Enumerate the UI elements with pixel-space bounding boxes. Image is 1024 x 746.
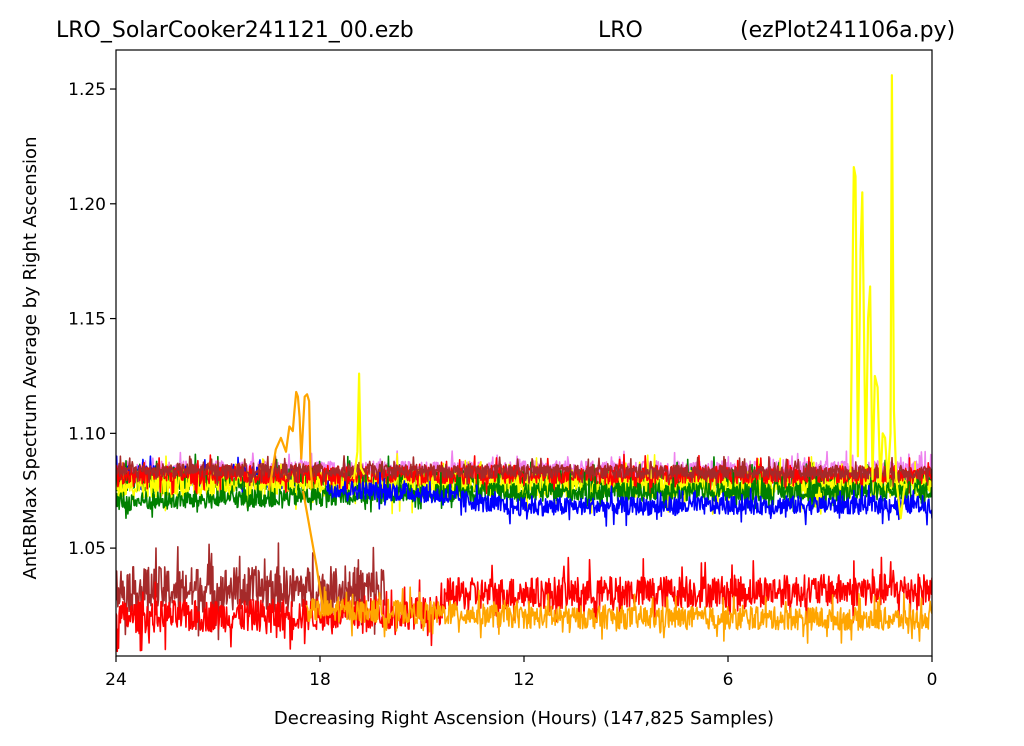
series-spike: [301, 490, 325, 613]
y-tick-label: 1.25: [68, 80, 106, 100]
series-line: [116, 471, 932, 519]
x-tick-label: 18: [309, 670, 331, 690]
plot-area: [115, 49, 933, 657]
x-axis-label: Decreasing Right Ascension (Hours) (147,…: [274, 708, 774, 729]
series-line: [326, 471, 932, 527]
series-line: [116, 579, 447, 653]
y-tick-label: 1.15: [68, 310, 106, 330]
series-spike: [267, 390, 314, 491]
y-axis-label: AntRBMax Spectrum Average by Right Ascen…: [20, 137, 41, 580]
chart-title-left: LRO_SolarCooker241121_00.ezb: [56, 18, 414, 43]
x-tick-label: 12: [513, 670, 535, 690]
y-axis: 1.05 1.10 1.15 1.20 1.25: [68, 80, 116, 559]
series-line: [445, 556, 932, 629]
plot-frame: [115, 49, 933, 657]
series-spike: [849, 74, 906, 520]
x-tick-label: 24: [105, 670, 127, 690]
y-tick-label: 1.20: [68, 195, 106, 215]
series-spike: [352, 372, 366, 480]
y-tick-label: 1.10: [68, 424, 106, 444]
x-axis: 24 18 12 6 0: [105, 656, 937, 690]
x-tick-label: 6: [723, 670, 734, 690]
y-tick-label: 1.05: [68, 539, 106, 559]
series-line: [305, 586, 932, 644]
x-tick-label: 0: [927, 670, 938, 690]
chart-title-right: (ezPlot241106a.py): [740, 18, 955, 43]
series-line: [116, 454, 932, 488]
series-layer: [116, 74, 932, 653]
chart-title-center: LRO: [598, 18, 643, 43]
series-line: [116, 542, 386, 641]
